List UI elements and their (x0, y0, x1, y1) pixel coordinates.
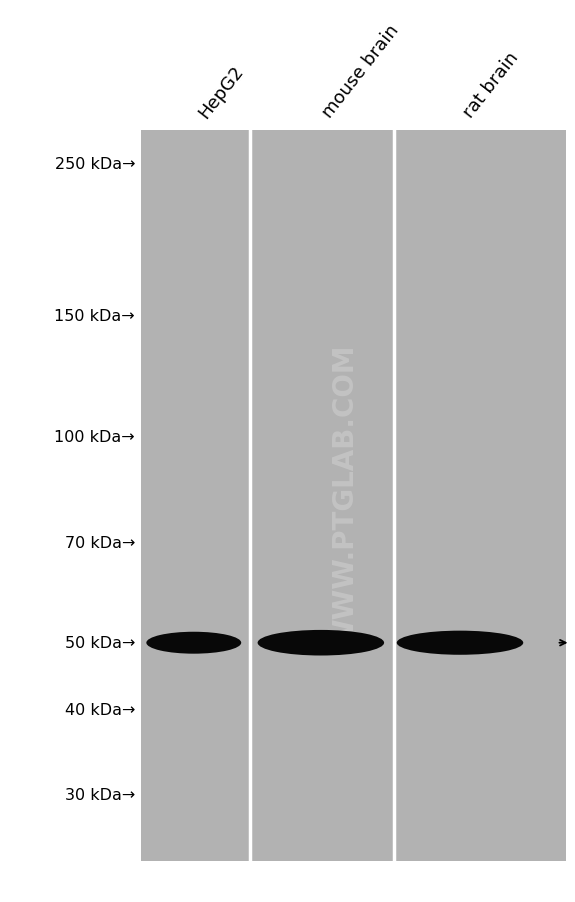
Text: 50 kDa→: 50 kDa→ (65, 636, 135, 650)
Text: 40 kDa→: 40 kDa→ (65, 702, 135, 717)
Ellipse shape (146, 632, 242, 654)
Text: WWW.PTGLAB.COM: WWW.PTGLAB.COM (331, 344, 359, 649)
Text: 70 kDa→: 70 kDa→ (65, 536, 135, 550)
Text: mouse brain: mouse brain (319, 22, 402, 122)
Text: 150 kDa→: 150 kDa→ (55, 308, 135, 324)
Text: 30 kDa→: 30 kDa→ (65, 787, 135, 803)
Text: rat brain: rat brain (460, 50, 522, 122)
Bar (141, 131, 566, 861)
Ellipse shape (397, 630, 523, 655)
Ellipse shape (258, 630, 384, 656)
Text: 250 kDa→: 250 kDa→ (55, 157, 135, 172)
Text: 100 kDa→: 100 kDa→ (55, 429, 135, 445)
Text: HepG2: HepG2 (196, 62, 248, 122)
